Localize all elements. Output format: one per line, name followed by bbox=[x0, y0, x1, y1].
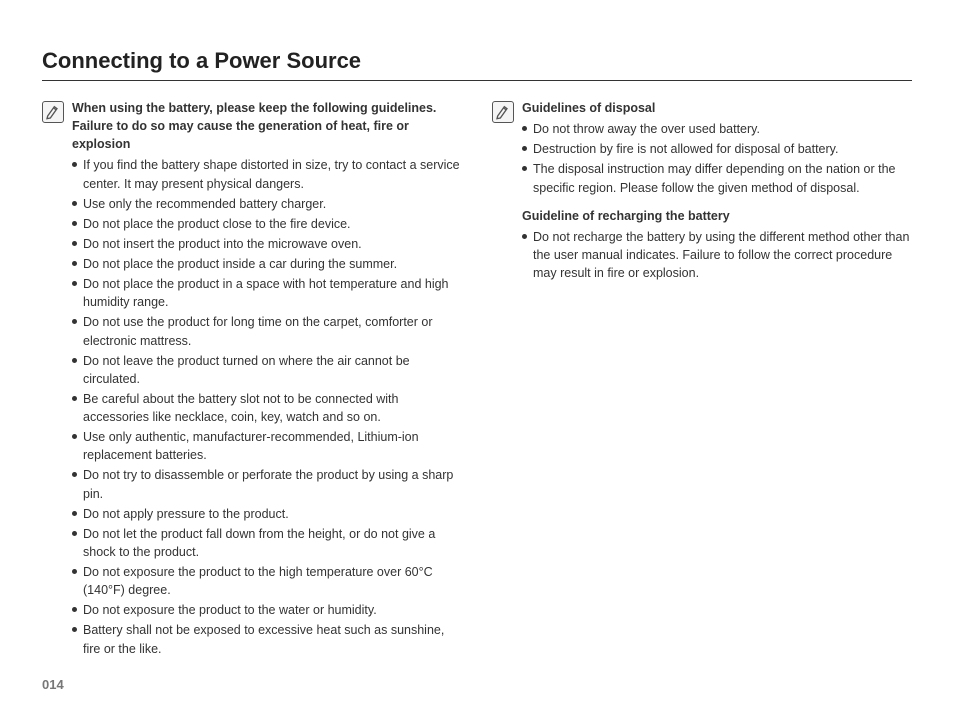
list-item: Use only authentic, manufacturer-recomme… bbox=[72, 428, 462, 464]
list-item: Do not exposure the product to the high … bbox=[72, 563, 462, 599]
list-item: Do not exposure the product to the water… bbox=[72, 601, 462, 619]
list-item: Do not leave the product turned on where… bbox=[72, 352, 462, 388]
list-item: Do not place the product close to the fi… bbox=[72, 215, 462, 233]
disposal-block: Guidelines of disposal Do not throw away… bbox=[492, 99, 912, 284]
list-item: If you find the battery shape distorted … bbox=[72, 156, 462, 192]
battery-guidelines-block: When using the battery, please keep the … bbox=[42, 99, 462, 660]
left-column: When using the battery, please keep the … bbox=[42, 99, 462, 674]
list-item: Destruction by fire is not allowed for d… bbox=[522, 140, 912, 158]
list-item: Be careful about the battery slot not to… bbox=[72, 390, 462, 426]
disposal-heading: Guidelines of disposal bbox=[522, 99, 912, 117]
note-icon bbox=[42, 101, 64, 123]
disposal-list: Do not throw away the over used battery.… bbox=[522, 120, 912, 197]
list-item: Do not let the product fall down from th… bbox=[72, 525, 462, 561]
list-item: Do not place the product inside a car du… bbox=[72, 255, 462, 273]
battery-guidelines-content: When using the battery, please keep the … bbox=[72, 99, 462, 660]
recharging-heading: Guideline of recharging the battery bbox=[522, 207, 912, 225]
list-item: Battery shall not be exposed to excessiv… bbox=[72, 621, 462, 657]
note-icon bbox=[492, 101, 514, 123]
list-item: Do not place the product in a space with… bbox=[72, 275, 462, 311]
page-number: 014 bbox=[42, 677, 64, 692]
recharging-list: Do not recharge the battery by using the… bbox=[522, 228, 912, 282]
list-item: Do not throw away the over used battery. bbox=[522, 120, 912, 138]
right-column: Guidelines of disposal Do not throw away… bbox=[492, 99, 912, 674]
list-item: Do not apply pressure to the product. bbox=[72, 505, 462, 523]
list-item: Use only the recommended battery charger… bbox=[72, 195, 462, 213]
list-item: Do not insert the product into the micro… bbox=[72, 235, 462, 253]
list-item: Do not try to disassemble or perforate t… bbox=[72, 466, 462, 502]
list-item: Do not recharge the battery by using the… bbox=[522, 228, 912, 282]
battery-guidelines-list: If you find the battery shape distorted … bbox=[72, 156, 462, 657]
list-item: Do not use the product for long time on … bbox=[72, 313, 462, 349]
list-item: The disposal instruction may differ depe… bbox=[522, 160, 912, 196]
page-title: Connecting to a Power Source bbox=[42, 48, 912, 81]
disposal-content: Guidelines of disposal Do not throw away… bbox=[522, 99, 912, 284]
content-columns: When using the battery, please keep the … bbox=[42, 99, 912, 674]
battery-guidelines-heading: When using the battery, please keep the … bbox=[72, 99, 462, 153]
